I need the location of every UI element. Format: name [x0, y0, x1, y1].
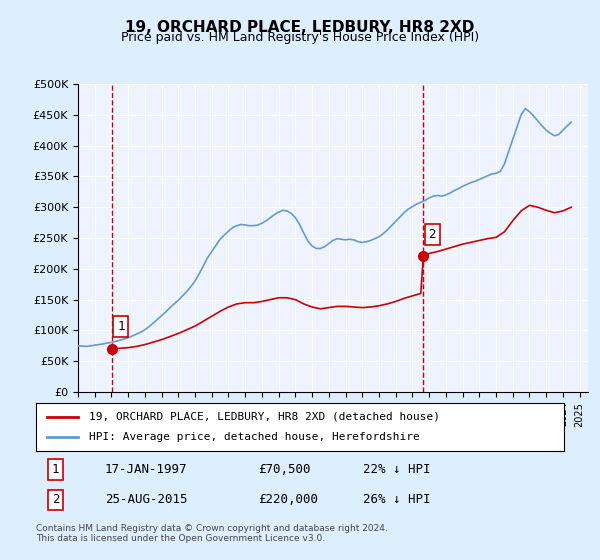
- Text: 22% ↓ HPI: 22% ↓ HPI: [364, 463, 431, 476]
- Text: 25-AUG-2015: 25-AUG-2015: [104, 493, 187, 506]
- Text: 19, ORCHARD PLACE, LEDBURY, HR8 2XD (detached house): 19, ORCHARD PLACE, LEDBURY, HR8 2XD (det…: [89, 412, 440, 422]
- Text: 1: 1: [52, 463, 59, 476]
- Text: HPI: Average price, detached house, Herefordshire: HPI: Average price, detached house, Here…: [89, 432, 419, 442]
- Text: Contains HM Land Registry data © Crown copyright and database right 2024.
This d: Contains HM Land Registry data © Crown c…: [36, 524, 388, 543]
- Text: 2: 2: [428, 228, 436, 241]
- Text: £220,000: £220,000: [258, 493, 318, 506]
- Text: 17-JAN-1997: 17-JAN-1997: [104, 463, 187, 476]
- Text: 2: 2: [52, 493, 59, 506]
- Text: 26% ↓ HPI: 26% ↓ HPI: [364, 493, 431, 506]
- Text: 19, ORCHARD PLACE, LEDBURY, HR8 2XD: 19, ORCHARD PLACE, LEDBURY, HR8 2XD: [125, 20, 475, 35]
- Text: £70,500: £70,500: [258, 463, 310, 476]
- Text: Price paid vs. HM Land Registry's House Price Index (HPI): Price paid vs. HM Land Registry's House …: [121, 31, 479, 44]
- Text: 1: 1: [117, 320, 125, 333]
